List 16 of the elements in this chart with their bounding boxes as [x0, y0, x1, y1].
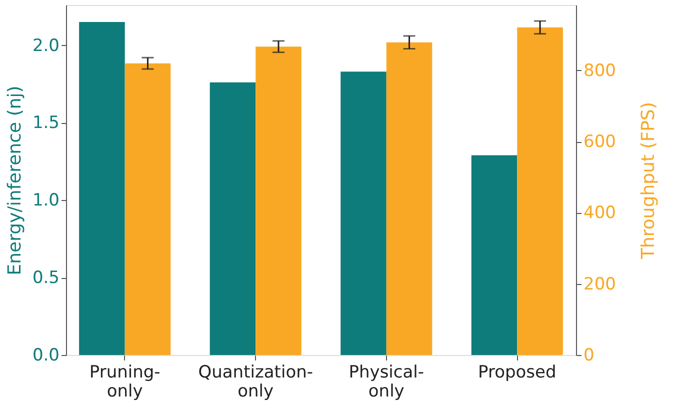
x-tick-label: Pruning-only	[89, 362, 160, 402]
y2-tick-label: 600	[584, 132, 616, 152]
y2-tick-label: 800	[584, 60, 616, 81]
y2-tick-label: 400	[584, 203, 616, 224]
x-tick-label: Physical-only	[348, 362, 424, 402]
y2-axis-title: Throughput (FPS)	[638, 102, 659, 260]
x-tick-label: Proposed	[478, 362, 556, 382]
y-axis-title: Energy/inference (nj)	[4, 86, 26, 276]
y-tick-label: 1.5	[32, 113, 60, 134]
y2-tick-label: 0	[584, 346, 594, 366]
y-tick-label: 2.0	[32, 36, 60, 56]
y-tick-label: 1.0	[32, 190, 60, 211]
y-tick-label: 0.5	[32, 268, 60, 288]
x-tick-label: Quantization-only	[198, 362, 314, 402]
y-tick-label: 0.0	[32, 346, 60, 366]
y2-tick-label: 200	[584, 274, 616, 294]
